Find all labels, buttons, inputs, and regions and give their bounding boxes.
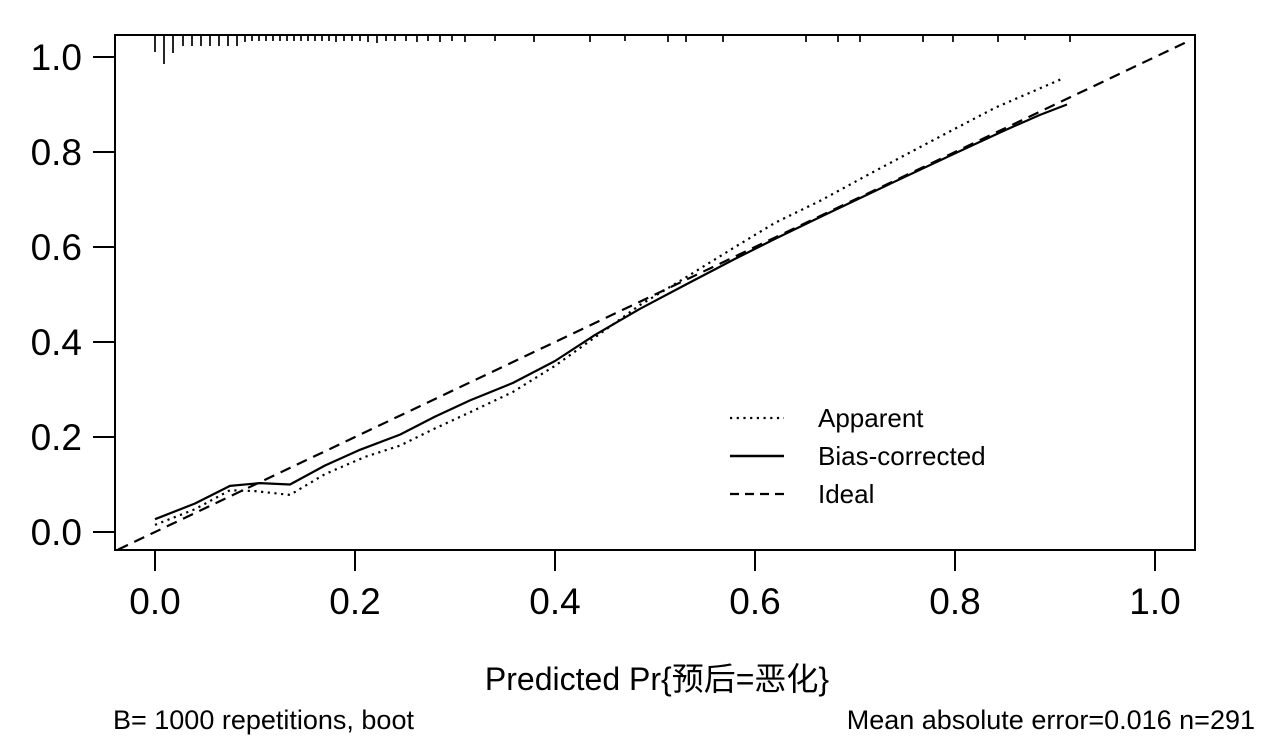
x-tick-label: 0.6 <box>729 581 780 622</box>
legend-item-ideal: Ideal <box>729 475 986 513</box>
y-tick-label: 0.2 <box>31 417 82 458</box>
dashed-line-icon <box>730 492 784 496</box>
y-tick-label: 0.6 <box>31 227 82 268</box>
y-tick-label: 0.0 <box>31 512 82 553</box>
y-tick-label: 1.0 <box>31 37 82 78</box>
mean-absolute-error-note: Mean absolute error=0.016 n=291 <box>846 705 1255 735</box>
x-tick-label: 0.2 <box>329 581 380 622</box>
series-line-ideal <box>117 38 1192 551</box>
x-axis-title: Predicted Pr{预后=恶化} <box>484 661 830 697</box>
x-tick-label: 0.8 <box>929 581 980 622</box>
solid-line-icon <box>730 454 784 458</box>
dotted-line-icon <box>730 416 784 420</box>
y-tick-label: 0.4 <box>31 322 82 363</box>
legend-label-ideal: Ideal <box>818 478 875 509</box>
legend-item-apparent: Apparent <box>729 399 986 437</box>
x-tick-label: 0.0 <box>129 581 180 622</box>
y-tick-label: 0.8 <box>31 132 82 173</box>
x-tick-label: 0.4 <box>529 581 580 622</box>
legend: Apparent Bias-corrected Ideal <box>729 399 986 513</box>
bootstrap-repetitions-note: B= 1000 repetitions, boot <box>113 705 414 735</box>
plot-border <box>114 34 1196 551</box>
x-tick-label: 1.0 <box>1129 581 1180 622</box>
legend-item-bias-corrected: Bias-corrected <box>729 437 986 475</box>
legend-label-bias-corrected: Bias-corrected <box>818 440 986 471</box>
legend-label-apparent: Apparent <box>818 402 924 433</box>
